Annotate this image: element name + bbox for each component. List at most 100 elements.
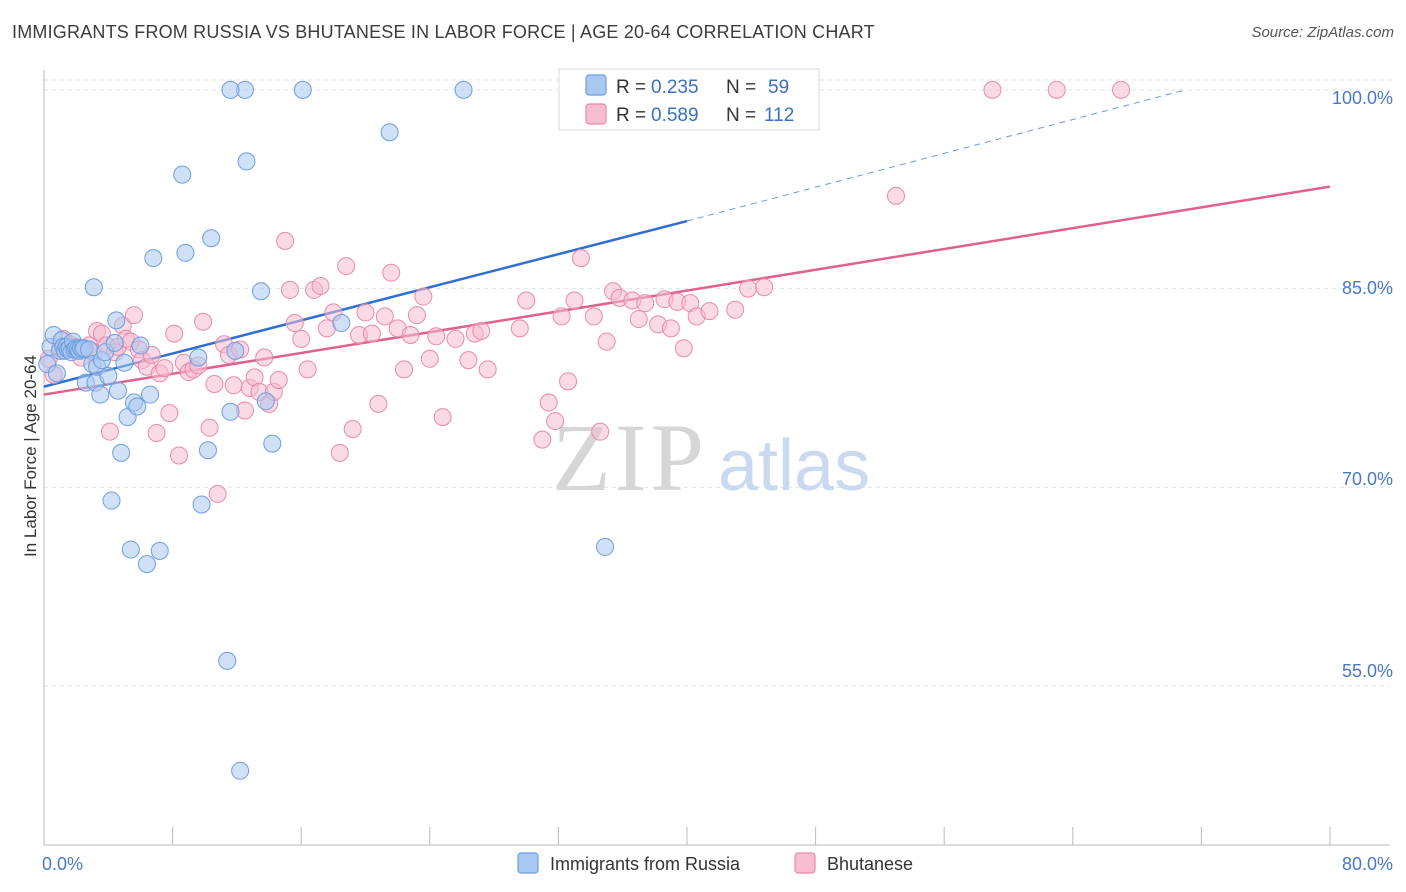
watermark: ZIP atlas [552,404,870,511]
series-legend: Immigrants from Russia Bhutanese [517,852,913,874]
bhutan-point-105 [700,302,719,321]
bhutan-point-100 [661,319,680,338]
chart-title: IMMIGRANTS FROM RUSSIA VS BHUTANESE IN L… [12,22,875,42]
russia-point-59 [263,434,282,453]
bhutan-point-67 [382,263,401,282]
bhutan-point-36 [205,374,224,393]
bhutan-point-81 [510,319,529,338]
x-tick-right: 80.0% [1342,854,1393,874]
russia-point-34 [112,443,131,462]
bhutan-point-70 [401,325,420,344]
bhutan-point-34 [194,312,213,331]
x-tick-left: 0.0% [42,854,83,874]
bhutan-point-56 [311,276,330,295]
bhutan-point-90 [584,307,603,326]
bhutan-point-28 [165,324,184,343]
bhutan-point-53 [292,329,311,348]
russia-point-49 [198,441,217,460]
russia-point-47 [189,348,208,367]
russia-point-37 [121,540,140,559]
bhutan-point-92 [597,332,616,351]
russia-point-30 [102,491,121,510]
bhutan-point-96 [629,310,648,329]
russia-point-65 [221,80,240,99]
russia-point-42 [141,385,160,404]
bhutan-point-26 [155,359,174,378]
bhutan-point-61 [343,420,362,439]
russia-point-56 [237,152,256,171]
bhutan-point-71 [407,306,426,325]
bhutan-point-83 [533,430,552,449]
bhutan-point-46 [255,348,274,367]
bhutan-point-79 [472,321,491,340]
russia-point-43 [144,249,163,268]
bhutan-point-74 [427,327,446,346]
bhutan-point-86 [552,307,571,326]
bhutan-point-91 [591,422,610,441]
bhutan-point-111 [1047,80,1066,99]
russia-point-32 [107,311,126,330]
russia-point-31 [105,333,124,352]
russia-point-26 [91,385,110,404]
legend-r-label-bhutan: R = [616,105,646,126]
bhutan-point-110 [983,80,1002,99]
legend-r-label-russia: R = [616,77,646,98]
bhutan-point-65 [369,394,388,413]
bhutan-point-109 [886,186,905,205]
bhutan-point-19 [125,306,144,325]
russia-point-46 [176,243,195,262]
bottom-legend-swatch-bhutan [794,852,816,874]
legend-swatch-russia [585,74,607,96]
bhutan-point-52 [285,314,304,333]
bhutan-point-75 [433,408,452,427]
bhutan-point-88 [565,291,584,310]
bhutan-point-102 [674,339,693,358]
y-axis-title: In Labor Force | Age 20-64 [21,355,40,557]
bhutan-point-51 [280,280,299,299]
bhutan-point-77 [459,351,478,370]
bhutan-point-49 [269,371,288,389]
y-tick-55: 55.0% [1342,661,1393,681]
bhutan-point-69 [395,360,414,379]
bhutan-point-59 [330,443,349,462]
russia-point-23 [84,278,103,297]
axis-layer [43,70,1390,846]
russia-point-29 [99,367,118,386]
bhutan-point-54 [298,360,317,379]
russia-point-39 [128,397,147,416]
watermark-atlas: atlas [718,426,870,506]
y-tick-100: 100.0% [1332,88,1393,108]
bhutan-point-97 [636,294,655,313]
russia-trend-extension [686,89,1186,222]
bhutan-point-24 [147,423,166,442]
legend-n-label-russia: N = [726,77,756,98]
legend-swatch-bhutan [585,103,607,125]
bhutan-point-66 [375,307,394,326]
bhutan-point-63 [356,303,375,322]
bhutan-point-50 [276,231,295,250]
russia-point-52 [221,402,240,421]
russia-point-63 [454,80,473,99]
bhutan-point-107 [739,279,758,298]
bottom-legend-label-bhutan: Bhutanese [827,854,913,874]
bottom-legend-label-russia: Immigrants from Russia [550,854,741,874]
bhutan-point-73 [420,349,439,368]
russia-point-45 [173,165,192,184]
bhutan-point-60 [337,257,356,276]
bhutan-point-85 [546,412,565,431]
bhutan-point-106 [726,300,745,319]
russia-point-60 [293,80,312,99]
stats-legend: R = 0.235 N = 59 R = 0.589 N = 112 [558,68,820,131]
bhutan-point-29 [170,446,189,465]
russia-point-50 [202,229,221,248]
legend-n-value-russia: 59 [768,77,789,98]
russia-point-44 [150,541,169,560]
bhutan-point-108 [755,278,774,297]
watermark-zip: ZIP [552,404,708,511]
russia-point-48 [192,495,211,514]
bhutan-point-13 [100,422,119,441]
russia-point-58 [256,392,275,411]
legend-n-label-bhutan: N = [726,105,756,126]
russia-point-40 [131,336,150,355]
